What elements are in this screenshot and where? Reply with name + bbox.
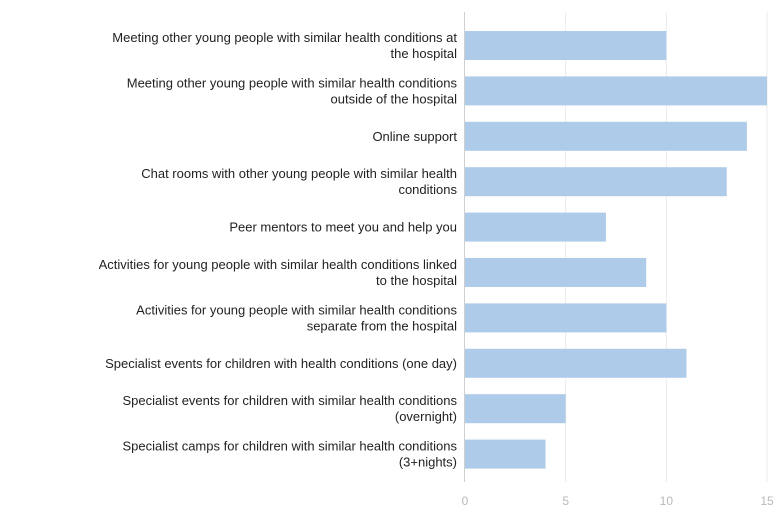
bar xyxy=(465,439,546,469)
category-label: Activities for young people with similar… xyxy=(99,257,458,288)
tick-labels: 0 5 10 15 xyxy=(462,494,774,508)
category-label-line: (3+nights) xyxy=(399,455,457,470)
category-label: Meeting other young people with similar … xyxy=(112,30,457,61)
category-label: Specialist events for children with heal… xyxy=(105,356,457,371)
bars xyxy=(465,31,767,469)
category-label-line: conditions xyxy=(398,182,457,197)
category-label: Activities for young people with similar… xyxy=(136,302,457,333)
category-label-line: Specialist camps for children with simil… xyxy=(122,439,457,454)
category-label: Online support xyxy=(372,129,457,144)
category-label-line: Meeting other young people with similar … xyxy=(127,75,458,90)
category-label-line: Activities for young people with similar… xyxy=(136,302,457,317)
x-tick-label: 15 xyxy=(760,494,774,508)
x-tick-label: 0 xyxy=(462,494,469,508)
category-label-line: Chat rooms with other young people with … xyxy=(141,166,457,181)
category-label: Peer mentors to meet you and help you xyxy=(229,220,457,235)
bar xyxy=(465,167,727,197)
category-label-line: to the hospital xyxy=(376,273,457,288)
category-label-line: Online support xyxy=(372,129,457,144)
category-labels: Meeting other young people with similar … xyxy=(99,30,458,470)
bar xyxy=(465,31,667,60)
category-label: Specialist events for children with simi… xyxy=(122,393,457,424)
category-label-line: the hospital xyxy=(391,46,458,61)
category-label-line: Specialist events for children with heal… xyxy=(105,356,457,371)
category-label-line: Specialist events for children with simi… xyxy=(122,393,457,408)
bar xyxy=(465,76,767,106)
category-label-line: separate from the hospital xyxy=(307,318,457,333)
bar xyxy=(465,394,566,424)
bar xyxy=(465,121,747,151)
bar xyxy=(465,212,606,242)
x-tick-label: 10 xyxy=(660,494,674,508)
category-label-line: Activities for young people with similar… xyxy=(99,257,457,272)
x-tick-label: 5 xyxy=(562,494,569,508)
category-label: Meeting other young people with similar … xyxy=(127,75,458,106)
bar xyxy=(465,303,667,333)
category-label-line: (overnight) xyxy=(395,409,457,424)
bar xyxy=(465,258,647,287)
category-label-line: Peer mentors to meet you and help you xyxy=(229,220,457,235)
category-label-line: Meeting other young people with similar … xyxy=(112,30,457,45)
bar xyxy=(465,348,687,378)
category-label: Chat rooms with other young people with … xyxy=(141,166,457,197)
category-label: Specialist camps for children with simil… xyxy=(122,439,457,470)
category-label-line: outside of the hospital xyxy=(331,91,458,106)
